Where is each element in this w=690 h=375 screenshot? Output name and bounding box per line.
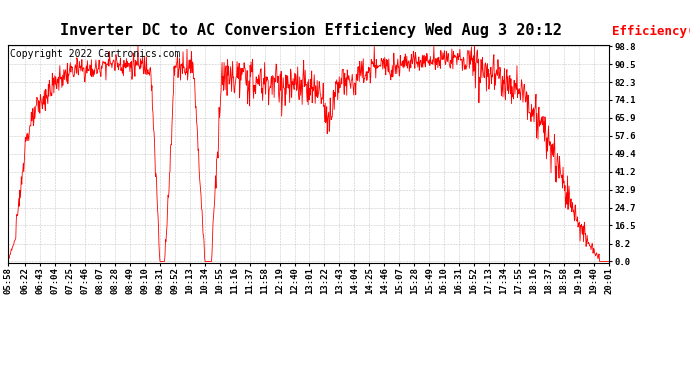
Text: Efficiency(%): Efficiency(%)	[612, 24, 690, 38]
Text: Inverter DC to AC Conversion Efficiency Wed Aug 3 20:12: Inverter DC to AC Conversion Efficiency …	[59, 22, 562, 39]
Text: Copyright 2022 Cartronics.com: Copyright 2022 Cartronics.com	[10, 49, 180, 59]
